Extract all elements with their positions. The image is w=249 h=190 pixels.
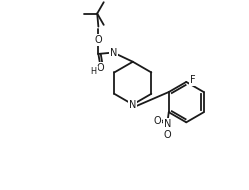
Text: N: N [164,119,171,129]
Text: O: O [96,63,104,73]
Text: F: F [190,74,196,85]
Text: O: O [95,35,102,45]
Text: O: O [154,116,161,126]
Text: H: H [91,66,97,75]
Text: N: N [110,48,118,58]
Text: O: O [164,130,171,140]
Text: N: N [129,100,136,109]
